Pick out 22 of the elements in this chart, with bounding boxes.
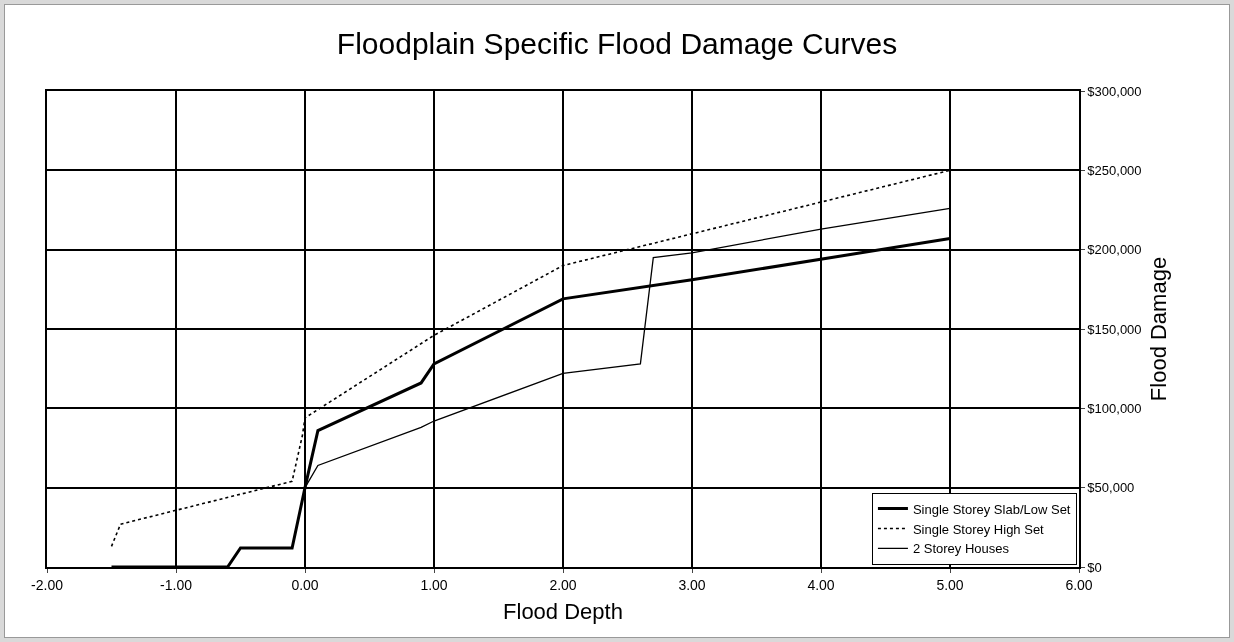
legend-label: 2 Storey Houses [912, 541, 1010, 557]
x-axis-title: Flood Depth [503, 598, 623, 624]
x-tick-label: 4.00 [807, 576, 835, 593]
y-tick-label: $200,000 [1087, 242, 1142, 258]
legend-label: Single Storey Slab/Low Set [912, 501, 1071, 517]
x-tick-label: 5.00 [936, 576, 964, 593]
y-tick-label: $100,000 [1087, 400, 1142, 416]
x-tick-label: 6.00 [1065, 576, 1093, 593]
x-tick-label: 1.00 [420, 576, 448, 593]
x-tick-label: -1.00 [160, 576, 193, 593]
legend-label: Single Storey High Set [912, 521, 1045, 537]
x-tick-label: 3.00 [678, 576, 706, 593]
y-tick-label: $150,000 [1087, 321, 1142, 337]
y-tick-label: $250,000 [1087, 162, 1142, 178]
y-tick-label: $50,000 [1087, 480, 1135, 496]
y-tick-label: $0 [1087, 559, 1102, 575]
y-tick-label: $300,000 [1087, 83, 1142, 99]
chart-title: Floodplain Specific Flood Damage Curves [336, 27, 898, 61]
x-tick-label: 0.00 [291, 576, 319, 593]
y-axis-title: Flood Damage [1145, 256, 1171, 402]
x-tick-label: -2.00 [31, 576, 64, 593]
x-tick-label: 2.00 [549, 576, 577, 593]
